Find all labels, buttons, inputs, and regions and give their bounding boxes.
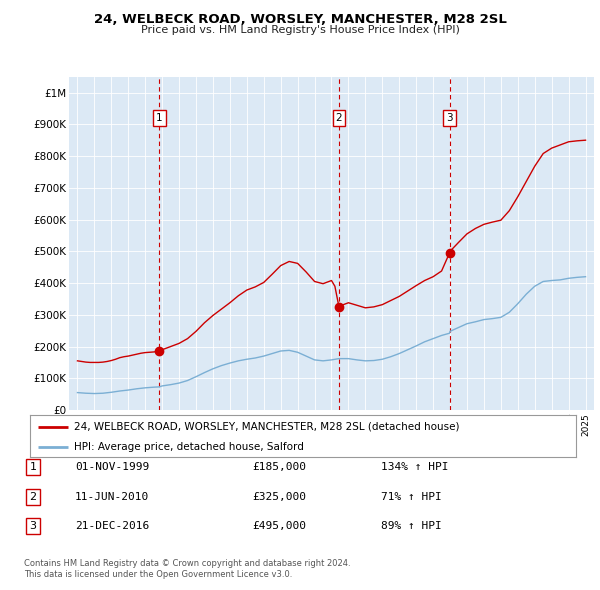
Text: 3: 3 bbox=[446, 113, 453, 123]
Text: 71% ↑ HPI: 71% ↑ HPI bbox=[381, 492, 442, 502]
Text: Contains HM Land Registry data © Crown copyright and database right 2024.: Contains HM Land Registry data © Crown c… bbox=[24, 559, 350, 568]
Text: 3: 3 bbox=[29, 522, 37, 531]
Text: £325,000: £325,000 bbox=[252, 492, 306, 502]
Text: 2: 2 bbox=[335, 113, 342, 123]
Text: £495,000: £495,000 bbox=[252, 522, 306, 531]
Text: 21-DEC-2016: 21-DEC-2016 bbox=[75, 522, 149, 531]
Text: 24, WELBECK ROAD, WORSLEY, MANCHESTER, M28 2SL (detached house): 24, WELBECK ROAD, WORSLEY, MANCHESTER, M… bbox=[74, 422, 459, 432]
Text: This data is licensed under the Open Government Licence v3.0.: This data is licensed under the Open Gov… bbox=[24, 571, 292, 579]
Text: 134% ↑ HPI: 134% ↑ HPI bbox=[381, 463, 449, 472]
Text: HPI: Average price, detached house, Salford: HPI: Average price, detached house, Salf… bbox=[74, 442, 304, 451]
Text: 89% ↑ HPI: 89% ↑ HPI bbox=[381, 522, 442, 531]
Text: 1: 1 bbox=[156, 113, 163, 123]
Text: 11-JUN-2010: 11-JUN-2010 bbox=[75, 492, 149, 502]
Text: £185,000: £185,000 bbox=[252, 463, 306, 472]
Text: 2: 2 bbox=[29, 492, 37, 502]
Text: 24, WELBECK ROAD, WORSLEY, MANCHESTER, M28 2SL: 24, WELBECK ROAD, WORSLEY, MANCHESTER, M… bbox=[94, 13, 506, 26]
Text: 01-NOV-1999: 01-NOV-1999 bbox=[75, 463, 149, 472]
Text: 1: 1 bbox=[29, 463, 37, 472]
Text: Price paid vs. HM Land Registry's House Price Index (HPI): Price paid vs. HM Land Registry's House … bbox=[140, 25, 460, 35]
